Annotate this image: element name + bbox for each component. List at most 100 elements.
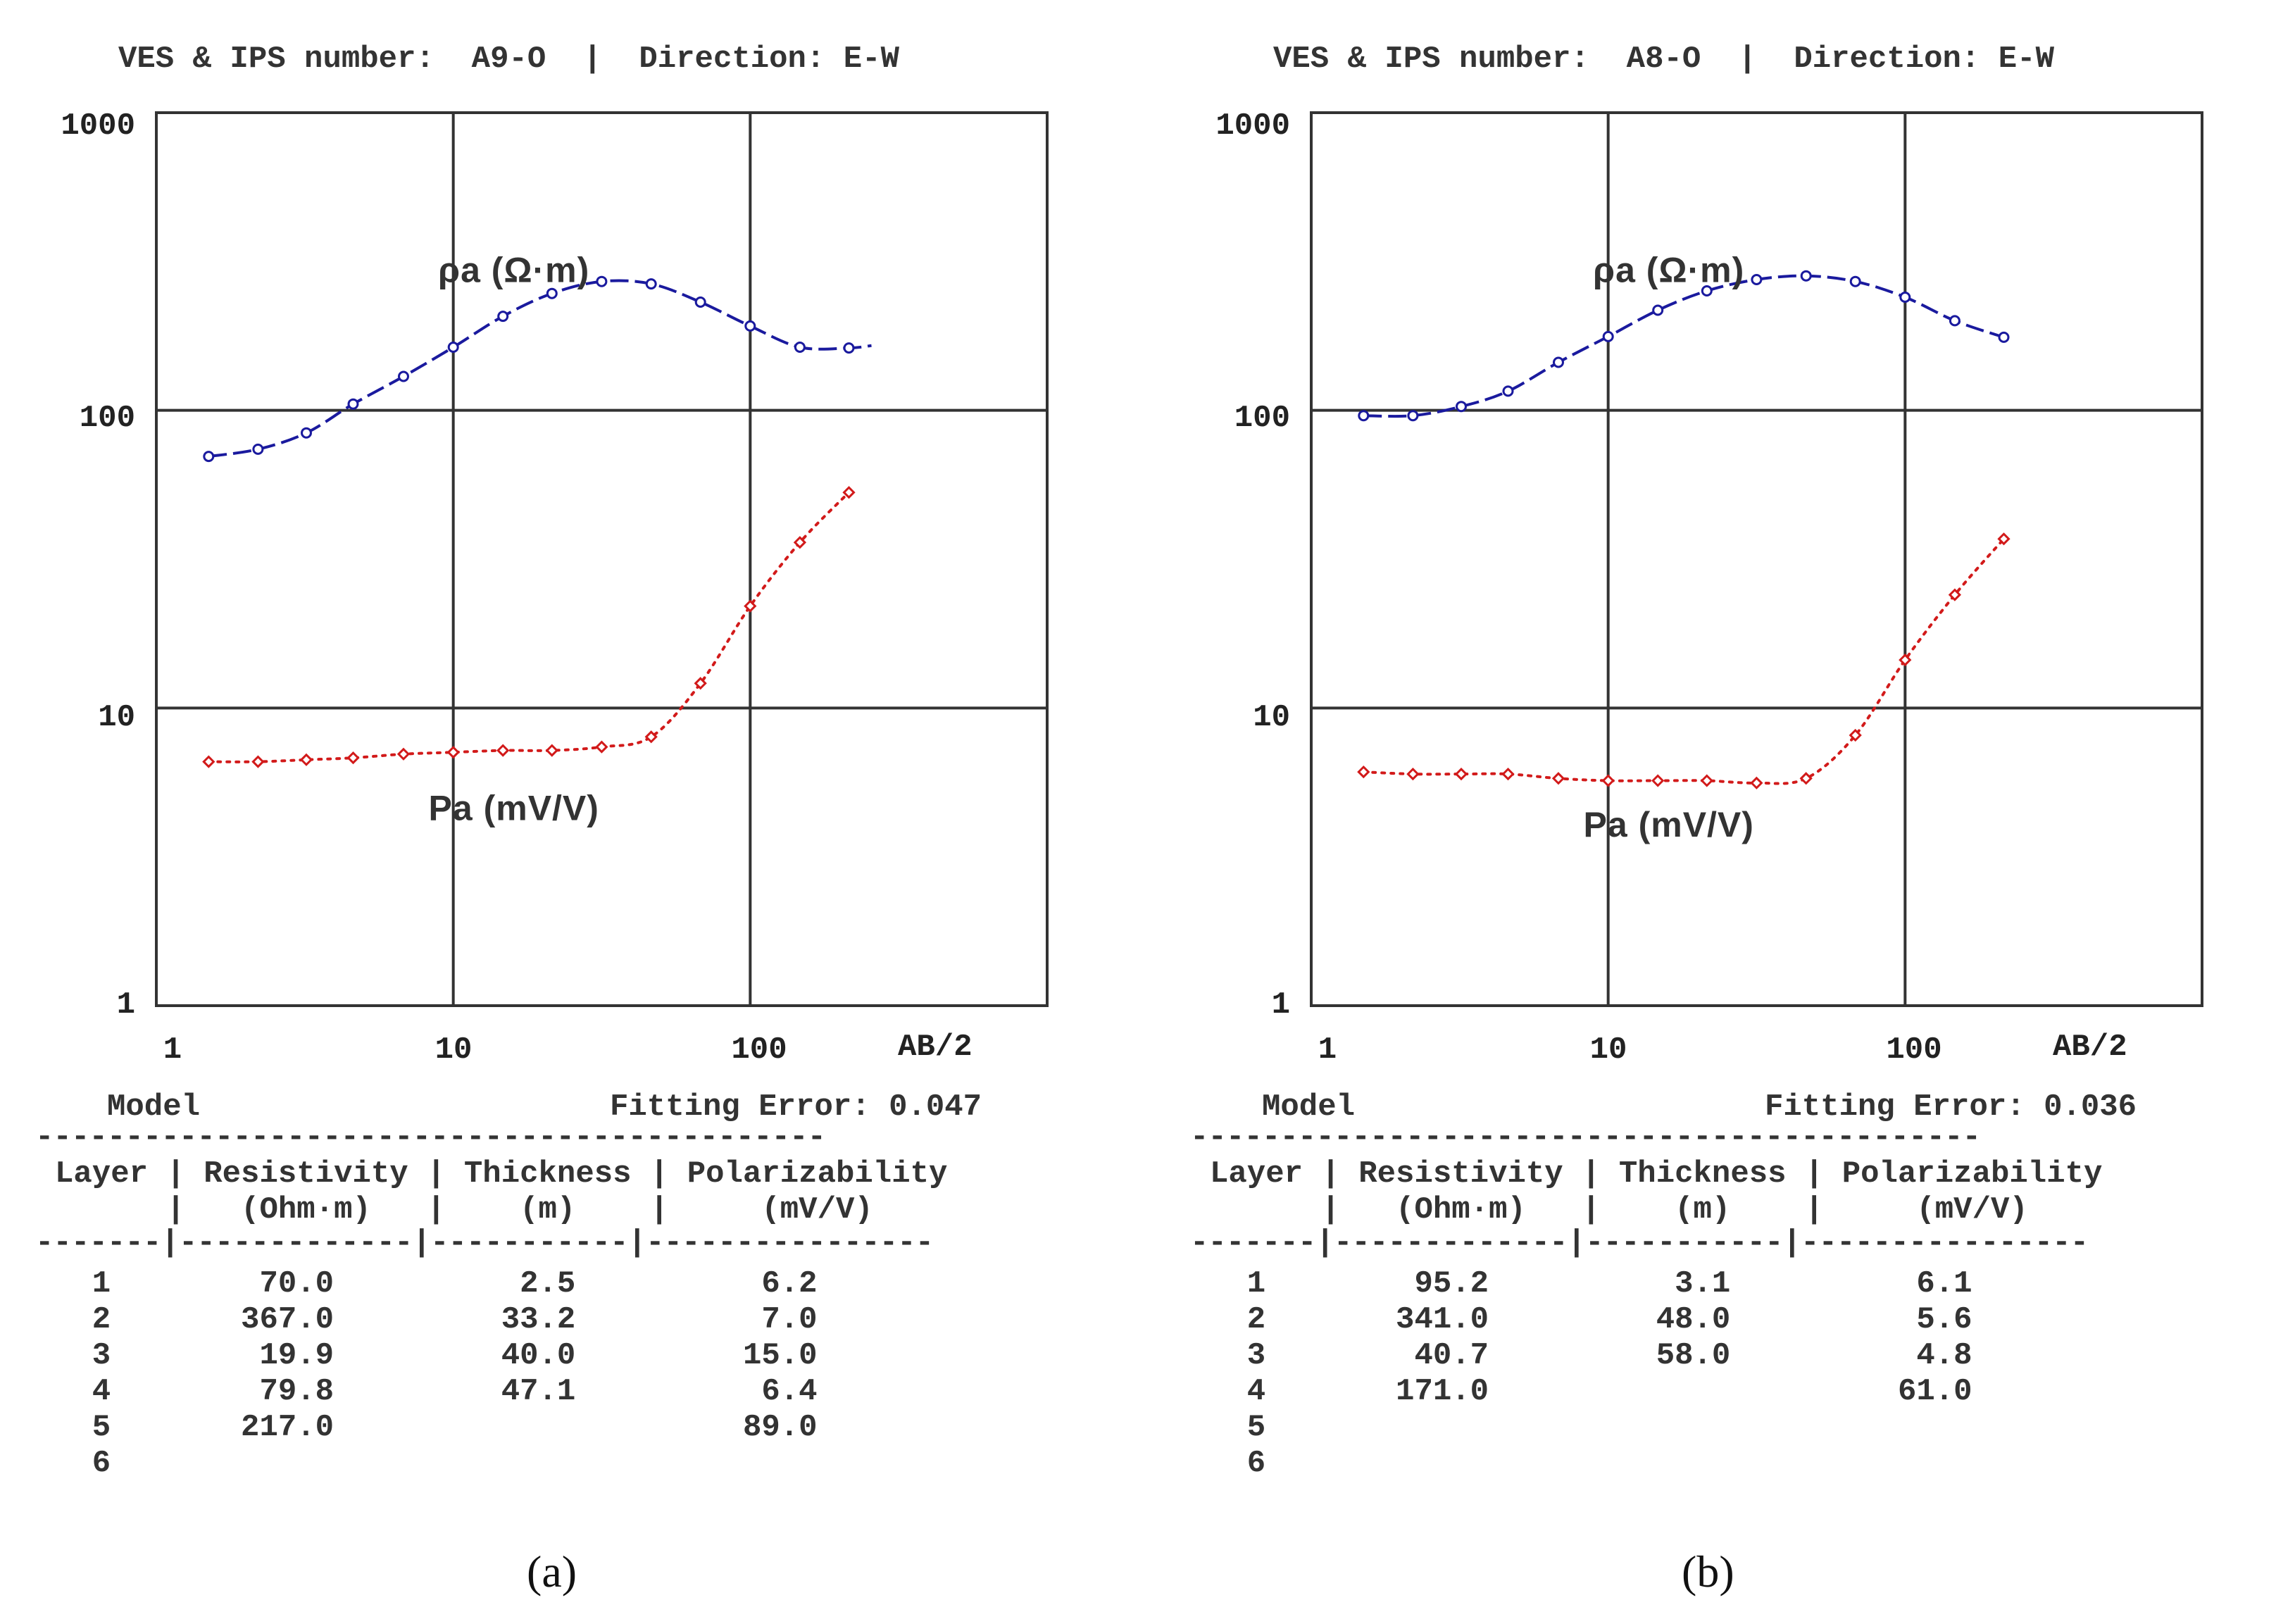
table-row: 6 xyxy=(55,1446,111,1481)
table-row: 1 95.2 3.1 6.1 xyxy=(1210,1266,1972,1301)
plot-frame xyxy=(1310,111,2203,1007)
pa-point xyxy=(842,486,856,499)
pa-point xyxy=(346,751,360,765)
pa-point xyxy=(793,536,807,549)
pa-point xyxy=(1899,653,1912,667)
table-row: 4 171.0 61.0 xyxy=(1210,1374,1972,1409)
pa-point xyxy=(1501,767,1515,781)
table-header-1: Layer | Resistivity | Thickness | Polari… xyxy=(55,1156,948,1192)
x-axis-label: AB/2 xyxy=(898,1030,973,1065)
pa-point xyxy=(1601,774,1615,787)
rho-point xyxy=(1553,356,1564,368)
pa-point xyxy=(1357,765,1370,779)
y-tick-10: 10 xyxy=(98,700,135,735)
rho-point xyxy=(1652,304,1664,316)
table-header-1: Layer | Resistivity | Thickness | Polari… xyxy=(1210,1156,2103,1192)
y-tick-100: 100 xyxy=(80,401,135,436)
pa-point xyxy=(1551,772,1565,785)
pa-point xyxy=(1651,774,1665,787)
rho-point xyxy=(203,451,215,463)
table-row: 5 217.0 89.0 xyxy=(55,1410,818,1445)
x-tick-100: 100 xyxy=(731,1032,787,1068)
pa-point xyxy=(1997,532,2011,546)
pa-point xyxy=(1406,767,1420,781)
rho-curve xyxy=(208,279,872,458)
pa-point xyxy=(1750,776,1763,789)
pa-point xyxy=(644,730,658,744)
table-row: 4 79.8 47.1 6.4 xyxy=(55,1374,818,1409)
x-tick-1: 1 xyxy=(163,1032,182,1068)
dash-line: ----------------------------------------… xyxy=(35,1120,826,1155)
series-group: ρa (Ω·m) Pa (mV/V) xyxy=(202,250,872,828)
panel-a: VES & IPS number: A9-O | Direction: E-W … xyxy=(35,42,1049,1597)
rho-point xyxy=(1701,285,1713,296)
fitting-error: Fitting Error: 0.047 xyxy=(610,1089,982,1125)
rho-point xyxy=(1949,315,1961,327)
rho-point xyxy=(694,296,706,308)
x-tick-1: 1 xyxy=(1318,1032,1337,1068)
pa-point xyxy=(694,677,707,690)
rho-point xyxy=(1456,401,1467,413)
table-row: 2 341.0 48.0 5.6 xyxy=(1210,1302,1972,1337)
pa-point xyxy=(202,755,215,768)
rho-point xyxy=(596,275,608,287)
rho-label: ρa (Ω·m) xyxy=(438,250,589,289)
table-row: 3 40.7 58.0 4.8 xyxy=(1210,1338,1972,1373)
panel-b: VES & IPS number: A8-O | Direction: E-W … xyxy=(1155,0,2295,1624)
x-tick-10: 10 xyxy=(1590,1032,1627,1068)
pa-point xyxy=(1454,767,1468,781)
model-label: Model xyxy=(107,1089,201,1125)
x-tick-100: 100 xyxy=(1886,1032,1941,1068)
pa-point xyxy=(744,599,757,613)
table-row: 1 70.0 2.5 6.2 xyxy=(55,1266,818,1301)
table-divider: -------|-------------|-----------|------… xyxy=(35,1225,934,1261)
rho-point xyxy=(1751,274,1763,285)
chart-title: VES & IPS number: A8-O | Direction: E-W xyxy=(1273,42,2055,77)
chart-b: VES & IPS number: A8-O | Direction: E-W … xyxy=(1215,42,2203,1068)
rho-point xyxy=(1998,331,2010,343)
pa-point xyxy=(1849,728,1862,742)
table-row: 3 19.9 40.0 15.0 xyxy=(55,1338,818,1373)
pa-point xyxy=(299,753,313,766)
y-tick-1: 1 xyxy=(117,987,135,1023)
table-header-2: | (Ohm·m) | (m) | (mV/V) xyxy=(55,1192,873,1228)
rho-point xyxy=(347,398,359,410)
pa-point xyxy=(1700,774,1713,787)
y-tick-1000: 1000 xyxy=(1215,108,1290,144)
table-row: 5 xyxy=(1210,1410,1266,1445)
caption-b: (b) xyxy=(1682,1547,1734,1597)
rho-point xyxy=(1899,292,1911,303)
rho-point xyxy=(1407,410,1419,422)
rho-point xyxy=(794,342,806,353)
chart-title: VES & IPS number: A9-O | Direction: E-W xyxy=(118,42,900,77)
x-axis-label: AB/2 xyxy=(2053,1030,2127,1065)
pa-label: Pa (mV/V) xyxy=(1584,805,1754,844)
series-group: ρa (Ω·m) Pa (mV/V) xyxy=(1357,250,2011,844)
caption-a: (a) xyxy=(527,1547,577,1597)
chart-a: VES & IPS number: A9-O | Direction: E-W … xyxy=(61,42,1049,1068)
table-row: 2 367.0 33.2 7.0 xyxy=(55,1302,818,1337)
pa-curve xyxy=(207,491,851,763)
y-tick-1: 1 xyxy=(1272,987,1290,1023)
rho-point xyxy=(497,311,509,323)
model-label: Model xyxy=(1262,1089,1356,1125)
rho-point xyxy=(398,370,409,382)
pa-point xyxy=(251,755,265,768)
y-tick-100: 100 xyxy=(1234,401,1290,436)
table-header-2: | (Ohm·m) | (m) | (mV/V) xyxy=(1210,1192,2028,1228)
grid-lines xyxy=(156,113,1047,1006)
table-divider: -------|-------------|-----------|------… xyxy=(1190,1225,2089,1261)
y-tick-1000: 1000 xyxy=(61,108,135,144)
pa-point xyxy=(496,744,510,757)
y-tick-10: 10 xyxy=(1253,700,1290,735)
pa-point xyxy=(396,747,411,761)
grid-lines xyxy=(1311,113,2202,1006)
rho-point xyxy=(546,287,558,299)
pa-point xyxy=(446,746,460,759)
rho-point xyxy=(1849,275,1861,287)
pa-point xyxy=(1948,588,1962,601)
rho-point xyxy=(252,443,264,455)
rho-point xyxy=(447,342,459,353)
rho-point xyxy=(1800,270,1812,282)
rho-point xyxy=(744,320,756,332)
